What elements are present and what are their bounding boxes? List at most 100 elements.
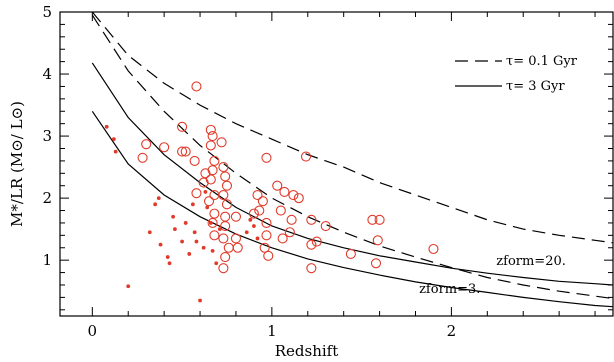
x-axis-title: Redshift xyxy=(275,342,339,360)
open-circle-point xyxy=(261,230,272,241)
filled-dot-point xyxy=(205,205,210,210)
filled-dot-point xyxy=(171,214,176,219)
open-circle-point xyxy=(207,217,218,228)
filled-dot-point xyxy=(210,248,215,253)
open-circle-point xyxy=(311,236,322,247)
open-circle-point xyxy=(220,220,231,232)
open-circle-point xyxy=(248,208,259,219)
open-circle-point xyxy=(203,196,215,207)
filled-dot-point xyxy=(192,230,197,235)
y-tick-label: 2 xyxy=(42,189,52,207)
filled-dot-point xyxy=(252,224,256,228)
open-circle-point xyxy=(232,242,243,253)
open-circle-point xyxy=(220,252,231,263)
open-circle-point xyxy=(177,146,188,157)
legend-label: τ= 3 Gyr xyxy=(506,79,565,94)
open-circle-point xyxy=(374,214,385,225)
curve-annotation: zform=3. xyxy=(419,282,480,297)
filled-dot-point xyxy=(203,190,208,194)
open-circle-point xyxy=(370,258,382,269)
axes: Redshift M*/LR (M⊙/ L⊙) xyxy=(8,11,614,360)
y-tick-label: 4 xyxy=(42,65,52,83)
filled-dot-point xyxy=(198,298,202,303)
filled-dot-point xyxy=(165,255,170,259)
y-tick-label: 1 xyxy=(42,251,52,269)
open-circle-point xyxy=(293,193,304,204)
plot-frame xyxy=(59,11,614,317)
curve-annotation: zform=20. xyxy=(496,254,566,269)
open-circle-point xyxy=(209,230,220,241)
dashed-model-curve-1 xyxy=(91,12,613,244)
ticks: 0 1 2 1 2 3 4 5 xyxy=(42,3,613,340)
open-circle-point xyxy=(275,205,286,216)
open-circle-point xyxy=(221,199,233,210)
filled-dot-point xyxy=(126,284,131,289)
open-circle-point xyxy=(252,189,263,201)
open-circle-point xyxy=(207,131,218,142)
open-circle-point xyxy=(261,152,272,163)
open-circle-point xyxy=(288,189,299,201)
dashed-model-curve-2 xyxy=(91,14,613,300)
filled-dot-point xyxy=(104,124,109,129)
open-circle-point xyxy=(277,233,288,244)
open-circle-point xyxy=(218,162,229,173)
open-circle-point xyxy=(200,168,211,179)
open-circle-point xyxy=(207,165,218,176)
filled-dot-point xyxy=(255,236,260,241)
y-axis-title: M*/LR (M⊙/ L⊙) xyxy=(8,101,26,227)
filled-dot-point xyxy=(244,230,249,235)
filled-dot-point xyxy=(190,202,195,207)
open-circle-point xyxy=(180,146,191,157)
annotations: zform=20. zform=3. xyxy=(419,254,566,297)
open-circle-point xyxy=(257,196,268,207)
filled-dot-point xyxy=(147,230,152,235)
filled-dot-point xyxy=(111,137,116,142)
open-circle-point xyxy=(367,214,378,225)
open-circle-point xyxy=(306,214,317,225)
filled-dot-point xyxy=(214,261,219,266)
filled-dot-point xyxy=(248,217,253,222)
y-tick-label: 3 xyxy=(42,127,52,145)
open-circle-point xyxy=(428,243,439,255)
open-circle-point xyxy=(345,248,356,260)
filled-dot-point xyxy=(153,202,158,207)
filled-dot-point xyxy=(156,196,161,201)
open-circle-point xyxy=(254,205,265,216)
filled-dot-point xyxy=(158,242,163,247)
open-circle-point xyxy=(259,242,270,253)
open-circle-point xyxy=(218,189,229,201)
filled-dot-point xyxy=(201,245,206,250)
y-tick-label: 5 xyxy=(42,3,52,21)
x-tick-label: 1 xyxy=(267,322,277,340)
open-circle-point xyxy=(189,155,200,166)
open-circle-point xyxy=(205,124,216,135)
open-circle-point xyxy=(272,180,283,191)
filled-dot-point xyxy=(180,239,184,244)
open-circle-point xyxy=(141,139,152,150)
open-circle-point xyxy=(230,211,242,222)
solid-model-curve-4 xyxy=(91,110,613,308)
open-circle-point xyxy=(137,152,148,163)
open-circle-point xyxy=(300,151,312,162)
open-circle-point xyxy=(261,217,272,228)
open-circle-point xyxy=(209,208,220,219)
filled-dot-point xyxy=(217,227,222,232)
data-points xyxy=(104,81,439,303)
x-tick-label: 2 xyxy=(447,322,457,340)
open-circle-point xyxy=(220,171,231,182)
open-circle-point xyxy=(263,250,274,261)
filled-dot-point xyxy=(183,221,188,225)
open-circle-point xyxy=(221,180,233,191)
open-circle-point xyxy=(209,155,220,166)
legend: τ= 0.1 Gyr τ= 3 Gyr xyxy=(455,54,578,94)
open-circle-point xyxy=(198,177,209,188)
solid-model-curve-3 xyxy=(91,62,613,286)
open-circle-point xyxy=(191,188,202,199)
open-circle-point xyxy=(284,227,295,238)
open-circle-point xyxy=(205,140,216,151)
x-tick-label: 0 xyxy=(88,322,98,340)
open-circle-point xyxy=(218,263,229,274)
filled-dot-point xyxy=(187,252,192,256)
